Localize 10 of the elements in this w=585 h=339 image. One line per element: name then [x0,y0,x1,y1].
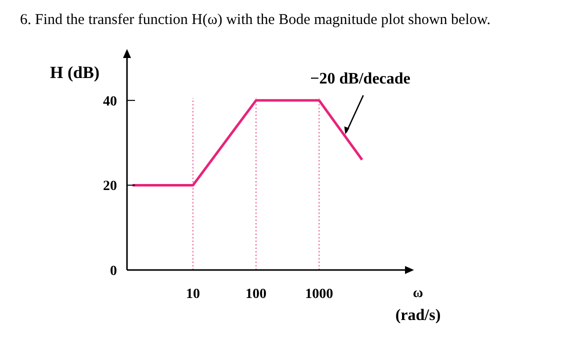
x-tick-label: 10 [186,287,200,302]
x-tick-label: 1000 [305,287,334,302]
y-tick-label: 20 [103,179,117,194]
y-tick-label: 0 [110,264,117,279]
annotation: −20 dB/decade [310,70,410,88]
y-axis-title: H (dB) [50,63,100,82]
chart-title: 6. Find the transfer function H(ω) with the Bode magnitude plot shown below. [20,12,490,28]
x-tick-label: 100 [246,287,267,302]
x-axis-title: ω (rad/s) [395,286,441,324]
y-tick-label: 40 [103,94,117,110]
